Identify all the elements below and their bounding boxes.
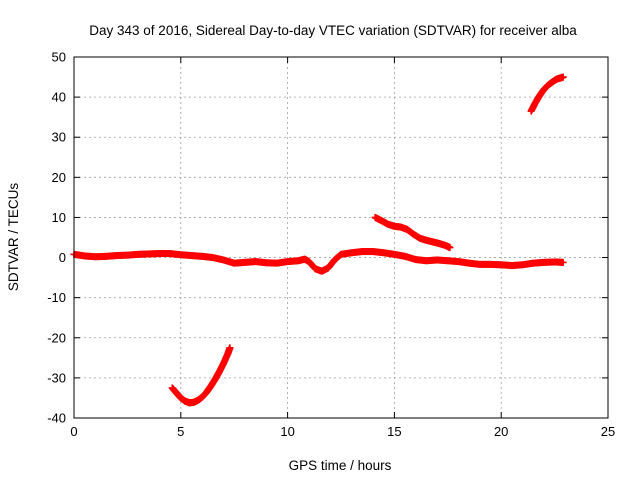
x-tick-label: 5 xyxy=(177,424,184,439)
y-tick-label: -10 xyxy=(47,290,66,305)
y-tick-label: -40 xyxy=(47,411,66,426)
series-main-band xyxy=(70,248,567,275)
y-tick-label: 20 xyxy=(52,170,66,185)
y-axis-label: SDTVAR / TECUs xyxy=(6,183,21,292)
series-track-low xyxy=(168,344,234,407)
series-track-mid xyxy=(371,213,454,252)
y-tick-label: 50 xyxy=(52,50,66,65)
y-tick-label: 40 xyxy=(52,90,66,105)
axis-ticks: 0 5 10 15 20 25 -40 -30 -20 -10 0 10 20 30 40 50 xyxy=(47,50,615,440)
y-tick-label: 10 xyxy=(52,210,66,225)
data-point xyxy=(559,258,567,266)
x-axis-label: GPS time / hours xyxy=(289,458,392,473)
x-tick-label: 15 xyxy=(387,424,401,439)
plot-frame xyxy=(73,56,609,419)
y-tick-label: 0 xyxy=(59,250,66,265)
data-point xyxy=(446,244,454,252)
x-tick-label: 20 xyxy=(494,424,508,439)
y-tick-label: 30 xyxy=(52,130,66,145)
x-tick-label: 10 xyxy=(280,424,294,439)
chart-title: Day 343 of 2016, Sidereal Day-to-day VTE… xyxy=(89,23,577,38)
series-track-high xyxy=(527,73,567,115)
y-tick-label: -30 xyxy=(47,370,66,385)
x-tick-label: 25 xyxy=(601,424,615,439)
y-tick-label: -20 xyxy=(47,330,66,345)
data-point xyxy=(559,73,567,81)
x-tick-label: 0 xyxy=(70,424,77,439)
data-points xyxy=(70,73,567,407)
data-point xyxy=(226,344,234,352)
